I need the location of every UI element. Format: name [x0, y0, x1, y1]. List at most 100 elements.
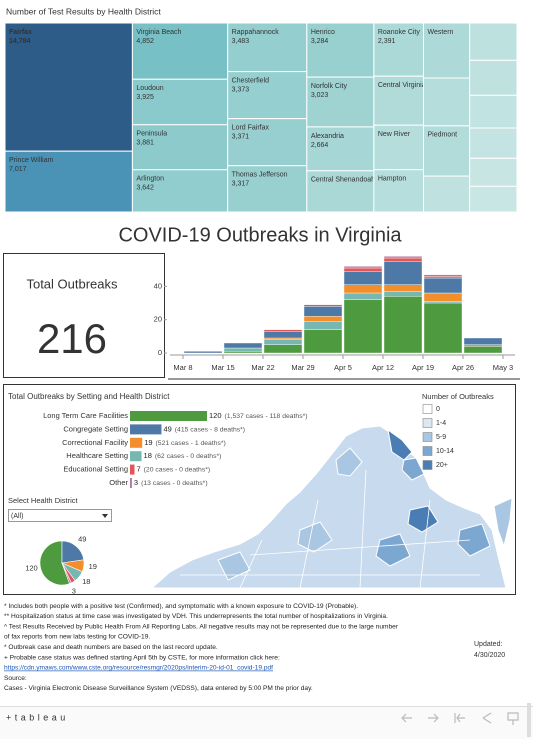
- tile-label: Roanoke City: [378, 29, 421, 36]
- bar-segment: [423, 277, 463, 294]
- treemap-tile: [373, 22, 424, 77]
- region: [335, 447, 363, 477]
- detail-label: (1,537 cases - 118 deaths*): [225, 413, 308, 420]
- legend-label: 20+: [436, 462, 448, 469]
- source-text: Cases - Virginia Electronic Disease Surv…: [4, 685, 313, 692]
- category-label: Correctional Facility: [62, 438, 128, 447]
- bar: [130, 424, 162, 435]
- bar-segment: [343, 266, 383, 269]
- category-label: Long Term Care Facilities: [43, 411, 128, 420]
- treemap-title: Number of Test Results by Health Distric…: [6, 6, 161, 16]
- bar-segment: [383, 284, 423, 292]
- tile-value: 3,483: [232, 38, 250, 45]
- pie-label: 19: [89, 562, 97, 571]
- tile-value: 2,391: [378, 38, 396, 45]
- footnote-link[interactable]: https://cdn.ymaws.com/www.cste.org/resou…: [4, 665, 273, 672]
- tile-value: 3,642: [136, 185, 154, 192]
- bar-segment: [343, 292, 383, 300]
- tile-value: 7,017: [9, 166, 27, 173]
- source-label: Source:: [4, 675, 27, 682]
- map: [150, 425, 513, 589]
- x-tick-label: Mar 8: [173, 363, 192, 372]
- bar-segment: [423, 274, 463, 277]
- bar-segment: [223, 342, 263, 349]
- bar-segment: [463, 337, 503, 345]
- bar-segment: [303, 329, 343, 354]
- legend-swatch: [422, 446, 433, 456]
- treemap-tile: [131, 124, 229, 171]
- value-label: 49: [163, 424, 171, 433]
- filter-dropdown[interactable]: (All): [8, 509, 112, 522]
- pie-label: 3: [72, 587, 76, 596]
- tile-label: Virginia Beach: [136, 29, 181, 36]
- region: [375, 533, 411, 567]
- treemap-tile: [422, 77, 471, 127]
- tile-label: Thomas Jefferson: [232, 172, 288, 179]
- tile-label: Rappahannock: [232, 29, 280, 36]
- tile-label: Piedmont: [427, 132, 457, 139]
- legend-swatch: [422, 404, 433, 414]
- bar: [130, 464, 135, 475]
- value-label: 120: [209, 411, 222, 420]
- treemap-tile: [422, 175, 471, 213]
- footnote: of fax reports from new labs testing for…: [4, 634, 150, 641]
- bar-segment: [423, 292, 463, 302]
- treemap-tile: [469, 94, 518, 129]
- tile-label: Hampton: [378, 176, 407, 183]
- treemap-tile: [306, 22, 375, 78]
- value-label: 7: [136, 465, 140, 474]
- treemap-tile: [306, 126, 375, 172]
- revert-button[interactable]: [454, 713, 465, 723]
- bar-segment: [343, 271, 383, 285]
- legend-swatch: [422, 460, 433, 470]
- dropdown-value[interactable]: (All): [11, 513, 23, 520]
- x-tick-label: Mar 15: [211, 363, 234, 372]
- region: [217, 551, 251, 581]
- bar-segment: [263, 337, 303, 340]
- tile-label: Fairfax: [9, 29, 32, 36]
- category-label: Other: [109, 478, 128, 487]
- tile-value: 2,664: [311, 142, 329, 149]
- undo-button[interactable]: [401, 713, 412, 723]
- tile-value: 4,852: [136, 38, 154, 45]
- treemap-tile: [469, 127, 518, 159]
- bar-segment: [263, 329, 303, 332]
- tile-value: 3,925: [136, 94, 154, 101]
- tile-label: Prince William: [9, 157, 54, 164]
- treemap-tile: [227, 165, 308, 213]
- dashboard-title: COVID-19 Outbreaks in Virginia: [118, 224, 402, 246]
- bar-segment: [463, 344, 503, 347]
- dropdown-box[interactable]: [8, 509, 112, 522]
- footnote: * Includes both people with a positive t…: [4, 603, 358, 610]
- detail-label: (13 cases - 0 deaths*): [141, 480, 208, 487]
- bar-segment: [423, 276, 463, 279]
- tableau-logo[interactable]: + t a b l e a u: [6, 712, 66, 722]
- tile-value: 14,784: [9, 38, 31, 45]
- legend-label: 10-14: [436, 448, 454, 455]
- redo-button[interactable]: [428, 713, 439, 723]
- share-button[interactable]: [482, 712, 492, 724]
- dropdown-arrow[interactable]: [102, 514, 108, 518]
- data-label: 7 (20 cases - 0 deaths*): [136, 465, 210, 474]
- x-tick-label: Mar 22: [251, 363, 274, 372]
- region: [297, 521, 333, 553]
- download-button[interactable]: [507, 712, 519, 725]
- footnote: * Outbreak case and death numbers are ba…: [4, 644, 218, 651]
- x-tick-label: Apr 26: [452, 363, 474, 372]
- treemap-tile: [131, 22, 229, 80]
- data-label: 120 (1,537 cases - 118 deaths*): [209, 411, 308, 420]
- treemap-tile: [4, 22, 133, 152]
- tile-label: Lord Fairfax: [232, 125, 270, 132]
- value-label: 3: [134, 478, 138, 487]
- county-lines: [180, 469, 480, 589]
- northern-virginia: [387, 428, 413, 461]
- bar-segment: [423, 302, 463, 354]
- data-label: 18 (62 cases - 0 deaths*): [144, 451, 222, 460]
- detail-label: (20 cases - 0 deaths*): [144, 466, 211, 473]
- value-label: 19: [144, 438, 152, 447]
- tile-value: 3,023: [311, 92, 329, 99]
- updated-date: 4/30/2020: [474, 652, 505, 659]
- pie-slice: [61, 540, 85, 564]
- x-tick-label: May 3: [493, 363, 513, 372]
